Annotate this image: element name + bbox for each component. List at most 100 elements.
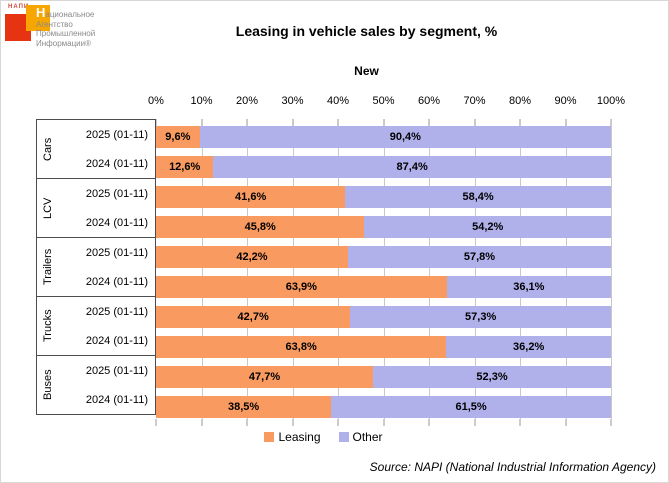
x-axis-label: 10% xyxy=(190,95,213,107)
other-bar-segment: 90,4% xyxy=(199,126,611,148)
segment-label: Cars xyxy=(42,137,54,161)
bar-row: 63,8% 36,2% xyxy=(156,336,611,358)
other-value-label: 36,1% xyxy=(513,281,545,293)
legend-label: Leasing xyxy=(278,430,321,444)
other-value-label: 52,3% xyxy=(476,371,508,383)
bar-row: 42,2% 57,8% xyxy=(156,246,611,268)
gridline xyxy=(565,119,567,419)
axis-tick-mark xyxy=(292,419,293,426)
other-bar-segment: 87,4% xyxy=(213,156,611,178)
leasing-bar-segment: 47,7% xyxy=(156,366,374,388)
other-bar-segment: 54,2% xyxy=(364,216,611,238)
bar-row: 42,7% 57,3% xyxy=(156,306,611,328)
leasing-value-label: 9,6% xyxy=(165,131,191,143)
axis-tick-mark xyxy=(519,419,521,426)
axis-tick-mark xyxy=(383,419,384,426)
gridline xyxy=(429,119,430,419)
org-name-line: Национальное xyxy=(36,5,95,20)
leasing-bar-segment: 38,5% xyxy=(156,396,332,418)
legend-label: Other xyxy=(352,430,383,444)
other-bar-segment: 61,5% xyxy=(331,396,611,418)
axis-tick-mark xyxy=(246,419,248,426)
segment-label: Buses xyxy=(42,369,54,401)
x-axis-label: 90% xyxy=(554,95,577,107)
bar-row: 12,6% 87,4% xyxy=(156,156,611,178)
napi-logo-orange-square xyxy=(26,5,50,31)
source-note: Source: NAPI (National Industrial Inform… xyxy=(369,460,656,474)
period-label-column: 2025 (01-11) 2024 (01-11) xyxy=(59,356,155,414)
other-value-label: 57,8% xyxy=(463,251,496,263)
leasing-value-label: 41,6% xyxy=(235,191,267,203)
x-axis-label: 0% xyxy=(148,95,164,107)
axis-tick-mark xyxy=(474,419,475,426)
napi-logo: НАПИ Национальное Агентство Промышленной Ин… xyxy=(5,3,135,53)
period-label-column: 2025 (01-11) 2024 (01-11) xyxy=(59,120,155,178)
plot-area: 9,6% 90,4% 12,6% 87,4% 41,6% 58,4% 45,8% 54,2% 4… xyxy=(156,119,612,419)
axis-tick-mark xyxy=(155,119,157,126)
x-axis-label: 30% xyxy=(281,95,304,107)
chart-subtitle: New xyxy=(354,64,379,78)
axis-tick-mark xyxy=(337,419,339,426)
axis-tick-mark xyxy=(155,419,157,426)
legend-item-other: Other xyxy=(338,430,383,444)
period-label: 2025 (01-11) xyxy=(85,364,148,377)
period-label: 2025 (01-11) xyxy=(85,187,148,200)
period-label: 2024 (01-11) xyxy=(85,275,148,288)
org-name-line: Агентство xyxy=(36,19,73,29)
napi-logo-wordmark: НАПИ xyxy=(8,4,30,10)
axis-tick-mark xyxy=(201,419,202,426)
gridline xyxy=(247,119,248,419)
category-axis: Cars 2025 (01-11) 2024 (01-11) LCV 2025 (01-… xyxy=(36,119,156,415)
segment-label: Trucks xyxy=(42,309,54,343)
x-axis: 0% 10% 20% 30% 40% 50% 60% 70% 80% 90% 100% xyxy=(148,95,625,109)
period-label: 2025 (01-11) xyxy=(85,246,148,259)
x-axis-label: 60% xyxy=(417,95,441,107)
org-name-rest: ациональное xyxy=(45,10,95,19)
period-label: 2024 (01-11) xyxy=(85,393,148,406)
other-bar-segment: 52,3% xyxy=(373,366,611,388)
other-bar-segment: 57,3% xyxy=(350,306,611,328)
other-value-label: 57,3% xyxy=(465,311,497,323)
period-label: 2024 (01-11) xyxy=(85,334,148,347)
leasing-bar-segment: 45,8% xyxy=(156,216,365,238)
leasing-value-label: 47,7% xyxy=(248,371,281,383)
leasing-bar-segment: 41,6% xyxy=(156,186,346,208)
other-value-label: 90,4% xyxy=(389,131,421,143)
org-name-initial: Н xyxy=(36,5,46,20)
chart-title: Leasing in vehicle sales by segment, % xyxy=(235,23,498,39)
gridline xyxy=(338,119,339,419)
leasing-value-label: 63,9% xyxy=(285,281,317,293)
segment-group-box: Trailers 2025 (01-11) 2024 (01-11) xyxy=(36,237,156,297)
x-axis-label: 70% xyxy=(463,95,486,107)
x-axis-label: 20% xyxy=(235,95,259,107)
bar-row: 9,6% 90,4% xyxy=(156,126,611,148)
gridline xyxy=(520,119,521,419)
x-axis-label: 100% xyxy=(596,95,626,107)
leasing-value-label: 38,5% xyxy=(227,401,260,413)
period-label: 2025 (01-11) xyxy=(85,128,148,141)
gridline xyxy=(201,119,203,419)
leasing-bar-segment: 42,7% xyxy=(156,306,351,328)
axis-tick-mark xyxy=(565,419,566,426)
leasing-bar-segment: 12,6% xyxy=(156,156,214,178)
period-label: 2024 (01-11) xyxy=(85,216,148,229)
bar-row: 38,5% 61,5% xyxy=(156,396,611,418)
leasing-value-label: 12,6% xyxy=(169,161,201,173)
org-name-line: Промышленной xyxy=(36,29,96,38)
other-value-label: 61,5% xyxy=(455,401,487,413)
other-bar-segment: 58,4% xyxy=(345,186,611,208)
gridline xyxy=(611,119,612,419)
segment-group-box: Trucks 2025 (01-11) 2024 (01-11) xyxy=(36,296,156,356)
axis-tick-mark xyxy=(610,419,612,426)
other-bar-segment: 36,2% xyxy=(446,336,611,358)
other-value-label: 54,2% xyxy=(472,221,504,233)
leasing-bar-segment: 63,8% xyxy=(156,336,447,358)
leasing-value-label: 63,8% xyxy=(285,341,317,353)
other-value-label: 36,2% xyxy=(513,341,545,353)
bar-row: 41,6% 58,4% xyxy=(156,186,611,208)
period-label-column: 2025 (01-11) 2024 (01-11) xyxy=(59,179,155,237)
gridline xyxy=(474,119,476,419)
other-value-label: 87,4% xyxy=(396,161,428,173)
x-axis-label: 80% xyxy=(508,95,532,107)
